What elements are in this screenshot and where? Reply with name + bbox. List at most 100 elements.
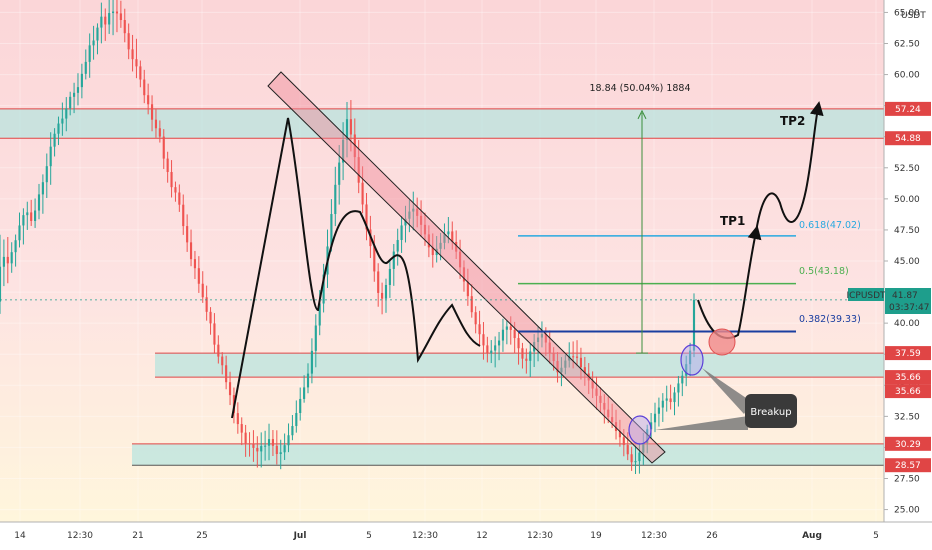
- last-price: 41.87: [892, 291, 918, 301]
- candle-body: [80, 73, 83, 88]
- time-tick-label: 19: [590, 531, 602, 541]
- candle-body: [275, 445, 278, 455]
- candle-body: [14, 240, 17, 253]
- candle-body: [591, 380, 594, 389]
- candle-body: [100, 16, 103, 28]
- candle-body: [61, 118, 64, 124]
- candle-body: [244, 432, 247, 444]
- time-tick-label: 12:30: [641, 531, 667, 541]
- measure-arrow-head: [637, 109, 647, 120]
- candle-body: [84, 61, 87, 74]
- candle-body: [482, 334, 485, 346]
- candle-body: [57, 123, 60, 134]
- candle-body: [427, 234, 430, 248]
- time-axis[interactable]: 14 12:30 21 25 Jul 5 12:30 12 12:30 19 12:30 26 Aug 5: [0, 521, 932, 550]
- candle-body: [603, 402, 606, 410]
- candle-body: [170, 172, 173, 188]
- zone-top-price-tag: [885, 436, 931, 451]
- candle-body: [646, 429, 649, 444]
- candle-body: [143, 79, 146, 96]
- candle-body: [252, 443, 255, 448]
- candle-body: [322, 274, 325, 304]
- candle-body: [661, 400, 664, 408]
- grid: [0, 0, 884, 522]
- candle-body: [630, 454, 633, 463]
- candle-body: [108, 13, 111, 25]
- candle-body: [10, 252, 13, 264]
- candle-body: [536, 337, 540, 343]
- price-tick-label: 25.00: [894, 506, 920, 516]
- candle-body: [228, 382, 232, 396]
- candle-body: [256, 447, 259, 452]
- candle-body: [248, 443, 251, 445]
- candle-body: [53, 133, 56, 147]
- callout-text: Breakup: [750, 407, 791, 418]
- candle-countdown: 03:37:47: [889, 303, 929, 313]
- price-axis[interactable]: USDT 25.0027.5030.0032.5035.0037.5040.00…: [883, 0, 932, 522]
- candle-body: [466, 281, 469, 297]
- price-axis-background: [884, 0, 932, 522]
- candle-body: [69, 96, 72, 109]
- candle-body: [579, 357, 583, 368]
- candle-body: [455, 241, 458, 252]
- zone-bottom-price-tag: [885, 370, 931, 385]
- candle-body: [377, 271, 380, 293]
- candle-body: [692, 299, 696, 351]
- candle-body: [451, 231, 454, 242]
- time-tick-label: 25: [196, 531, 207, 541]
- candle-body: [197, 268, 200, 284]
- candle-body: [353, 134, 356, 158]
- zone-top-price-label: 57.24: [895, 105, 921, 115]
- candle-body: [381, 292, 384, 299]
- candle-body: [560, 367, 563, 373]
- support-resistance-zones: [0, 108, 884, 466]
- candle-body: [458, 251, 462, 268]
- symbol-name: ICPUSDT: [846, 291, 886, 301]
- candle-body: [260, 446, 263, 452]
- candle-body: [513, 329, 516, 339]
- zone-bottom-price-tag: [885, 458, 931, 473]
- candle-body: [236, 413, 239, 425]
- projected-path-tp2: [755, 101, 824, 233]
- time-tick-label: Jul: [293, 531, 307, 541]
- candle-body: [505, 326, 508, 330]
- price-tick-label: 62.50: [894, 40, 920, 50]
- time-tick-label: 14: [14, 531, 26, 541]
- candle-body: [115, 11, 119, 14]
- time-axis-background: [0, 522, 932, 550]
- zone-bottom-price-label: 28.57: [895, 461, 921, 471]
- callout-pointer-upper: [702, 368, 752, 414]
- candle-body: [540, 334, 544, 338]
- candle-body: [182, 204, 185, 227]
- candle-body: [443, 234, 446, 243]
- price-tick-label: 52.50: [894, 164, 920, 174]
- candle-body: [556, 361, 559, 373]
- plot-background: [0, 0, 884, 522]
- quote-currency-label: USDT: [901, 11, 926, 21]
- candle-body: [111, 11, 115, 14]
- price-tick-label: 47.50: [894, 226, 920, 236]
- zone-bottom-price-tag: [885, 131, 931, 146]
- candle-body: [420, 215, 423, 225]
- candle-body: [240, 424, 243, 433]
- candle-body: [166, 158, 169, 173]
- candle-body: [638, 452, 641, 462]
- candle-body: [26, 212, 29, 216]
- candle-body: [123, 20, 126, 34]
- candle-body: [384, 284, 388, 299]
- candle-body: [154, 119, 158, 129]
- time-tick-label: 12:30: [67, 531, 93, 541]
- candle-body: [404, 218, 407, 226]
- breakup-callout: Breakup: [655, 368, 797, 430]
- candle-body: [626, 445, 629, 455]
- candle-body: [178, 192, 181, 205]
- price-tick-label: 60.00: [894, 71, 920, 81]
- candle-body: [174, 187, 177, 193]
- candle-body: [365, 204, 368, 230]
- zone-top-price-tag: [885, 101, 931, 116]
- price-tick-label: 45.00: [894, 257, 920, 267]
- candle-body: [338, 162, 341, 185]
- candle-body: [96, 27, 99, 41]
- candle-body: [548, 342, 551, 354]
